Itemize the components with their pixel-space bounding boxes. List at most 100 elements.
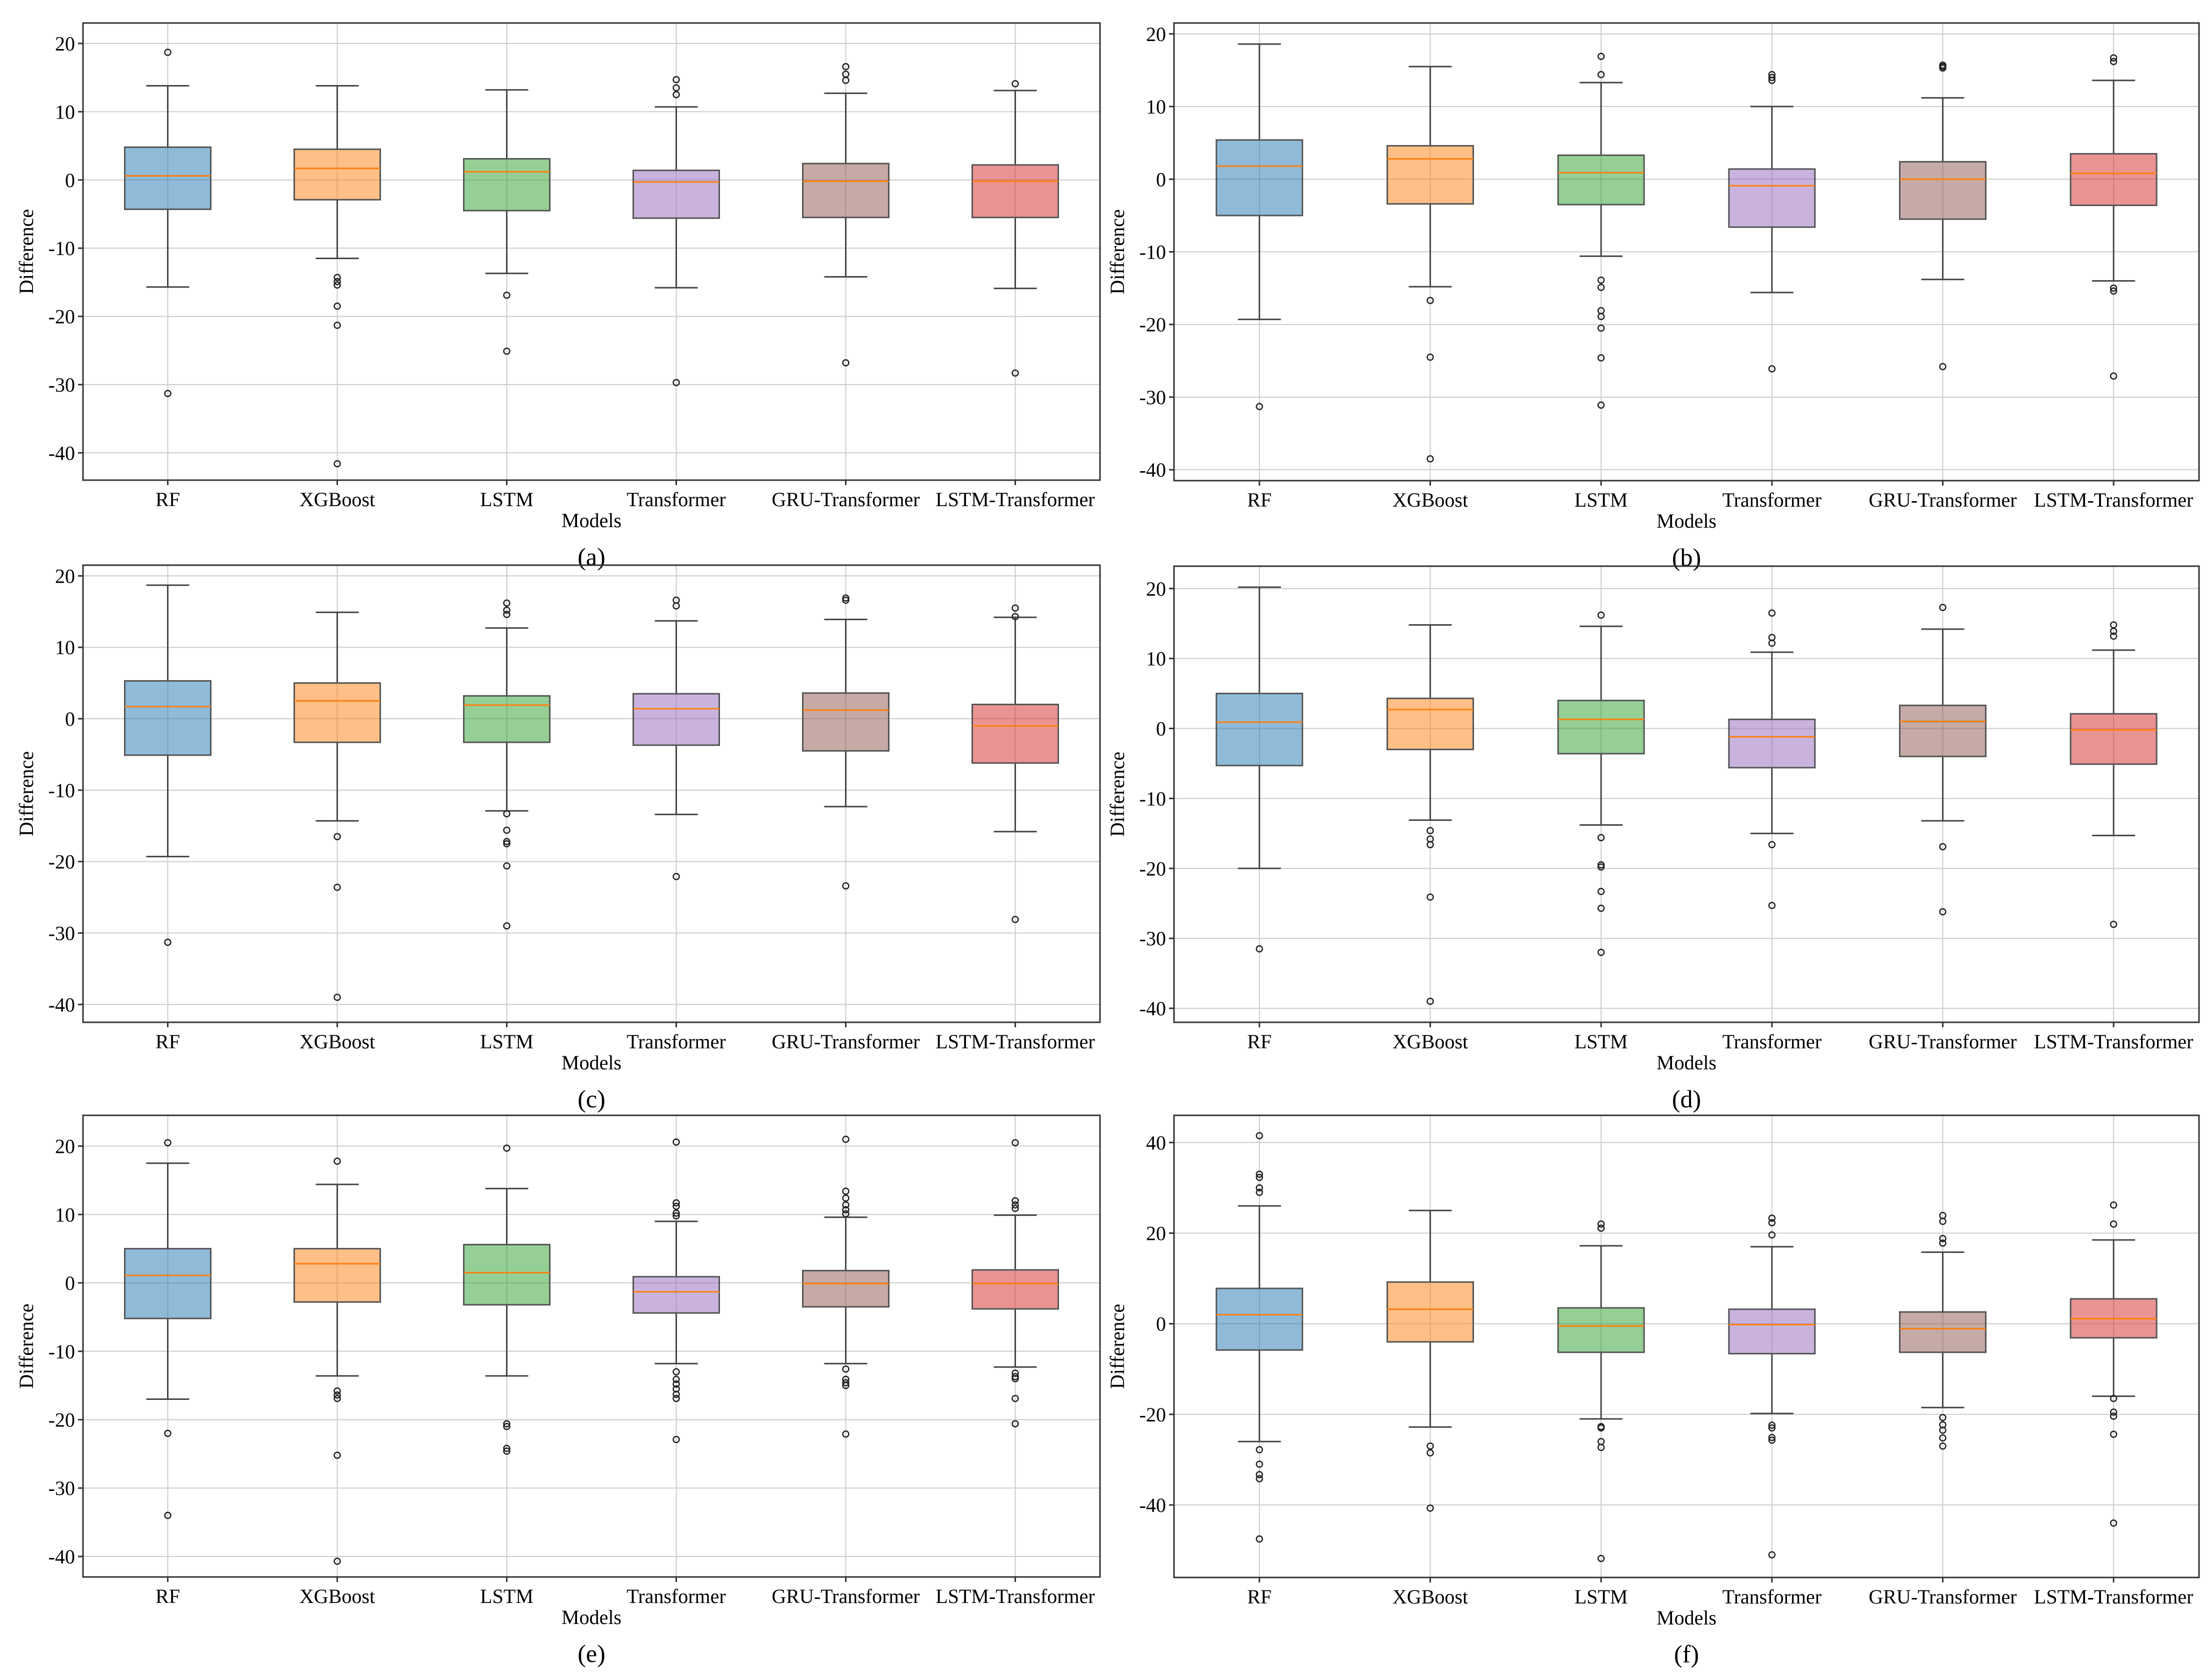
outlier-point [1597,948,1605,956]
outlier-point [503,611,510,618]
x-axis-label: Models [562,1606,622,1628]
x-tick-label: XGBoost [1392,1585,1468,1608]
outlier-point [503,838,510,845]
y-tick-label: -30 [48,922,75,944]
outlier-point [2110,1408,2118,1416]
x-tick-label: LSTM-Transformer [2034,1030,2194,1053]
y-tick-label: -10 [1140,241,1166,264]
outlier-point [1256,1446,1264,1453]
box-rf [124,584,212,946]
x-tick-label: GRU-Transformer [1868,1030,2016,1053]
y-tick-label: 10 [1146,96,1166,118]
outlier-point [672,1380,680,1388]
outlier-point [1768,609,1776,617]
outlier-point [1597,1224,1605,1232]
box-rf [1216,1132,1304,1543]
x-tick-label: LSTM [480,1585,534,1607]
outlier-point [334,278,341,286]
x-tick-label: RF [156,1030,180,1053]
box-body [802,1269,890,1308]
outlier-point [842,1381,850,1389]
box-body [632,1276,720,1314]
box-body [1216,139,1304,217]
outlier-point [334,322,341,329]
outlier-point [503,1420,510,1427]
outlier-point [1597,1424,1605,1432]
outlier-point [842,1187,850,1195]
y-tick-label: 10 [55,101,75,123]
y-tick-label: 20 [55,33,75,55]
outlier-point [1768,1214,1776,1222]
outlier-point [842,63,850,71]
outlier-point [1256,403,1264,411]
outlier-point [1256,1184,1264,1192]
y-tick-label: -40 [1140,997,1166,1020]
outlier-point [1012,1375,1019,1382]
y-tick-label: 10 [1146,648,1166,670]
outlier-point [334,993,341,1001]
x-tick-label: LSTM-Transformer [936,1030,1095,1053]
outlier-point [334,833,341,840]
outlier-point [1012,1139,1019,1146]
x-tick-label: Transformer [626,1585,726,1607]
y-axis-label: Difference [15,1303,38,1388]
panel-f: 40 20 0 -20 -40 RF XGBoost LSTM Transformer GRU-T… [1106,1114,2200,1668]
box-body [1557,700,1645,755]
outlier-point [2110,1430,2118,1438]
y-tick-label: -30 [48,1477,75,1499]
box-body [1216,693,1304,767]
outlier-point [503,826,510,834]
outlier-point [334,1391,341,1399]
outlier-point [164,49,172,56]
box-body [1728,168,1816,228]
outlier-point [1768,1433,1776,1441]
outlier-point [842,1210,850,1218]
x-tick-label: Transformer [1722,1030,1822,1053]
outlier-point [672,1199,680,1207]
x-axis-label: Models [562,509,622,532]
box-rf [124,49,212,397]
box-transformer [1728,71,1816,373]
outlier-point [164,1511,172,1519]
outlier-point [1939,908,1946,916]
panel-b: 20 10 0 -10 -20 -30 -40 RF XGBoost LSTM Transforme… [1106,22,2200,571]
grid [83,23,1100,480]
outlier-point [1939,1442,1946,1450]
outlier-point [672,84,680,92]
box-body [972,1269,1059,1310]
plot-frame [1173,565,2200,1023]
outlier-point [503,1144,510,1152]
y-tick-label: -40 [48,993,75,1016]
box-body [124,1248,212,1319]
outlier-point [1597,276,1605,284]
outlier-point [1012,80,1019,88]
box-xgboost [294,611,381,1001]
outlier-point [2110,627,2118,635]
grid [83,1115,1100,1577]
panel-caption: (d) [1672,1085,1701,1113]
outlier-point [1768,1219,1776,1226]
panel-caption: (a) [578,543,606,571]
outlier-point [164,1429,172,1437]
panel-e: 20 10 0 -10 -20 -30 -40 RF XGBoost LSTM Transforme… [15,1114,1101,1667]
y-tick-label: 40 [1146,1131,1166,1154]
outlier-point [1597,861,1605,869]
y-tick-label: -10 [48,1340,75,1363]
box-transformer [1728,609,1816,909]
outlier-point [842,1430,850,1438]
x-axis-label: Models [1656,510,1716,532]
x-tick-label: RF [156,1585,180,1607]
outlier-point [672,1390,680,1398]
outlier-point [503,1444,510,1452]
y-tick-label: -30 [1140,386,1166,409]
box-xgboost [294,1157,381,1565]
x-tick-label: LSTM [1574,1585,1628,1608]
box-gru-transformer [802,594,890,890]
box-gru-transformer [802,1135,890,1438]
outlier-point [1426,827,1434,834]
y-tick-label: 20 [55,565,75,587]
outlier-point [2110,920,2118,928]
box-gru-transformer [1899,61,1986,371]
box-body [1728,718,1816,769]
